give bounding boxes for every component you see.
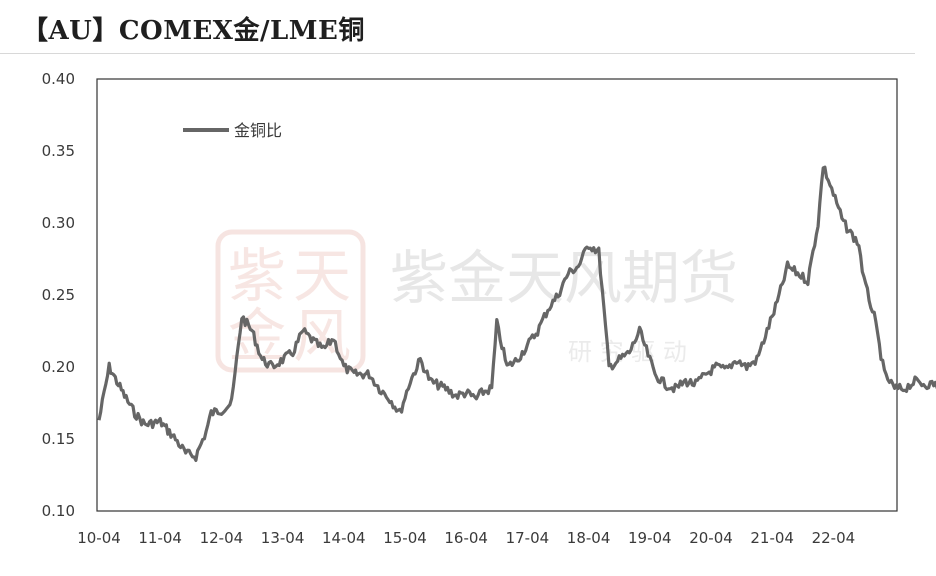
- watermark-logo-char-2: 天: [293, 242, 351, 310]
- x-tick-label: 16-04: [444, 529, 488, 547]
- watermark-logo-char-1: 紫: [228, 242, 286, 310]
- y-tick-label: 0.10: [42, 502, 75, 520]
- x-tick-label: 11-04: [138, 529, 182, 547]
- x-tick-label: 15-04: [383, 529, 427, 547]
- title-divider: [0, 53, 915, 54]
- legend-label: 金铜比: [234, 121, 282, 140]
- y-tick-label: 0.35: [42, 142, 75, 160]
- x-tick-label: 12-04: [200, 529, 244, 547]
- x-axis: 10-04 11-04 12-04 13-04 14-04 15-04 16-04 17-04…: [77, 529, 855, 547]
- x-tick-label: 21-04: [750, 529, 794, 547]
- x-tick-label: 10-04: [77, 529, 121, 547]
- page-title: 【AU】COMEX金/LME铜: [22, 16, 365, 46]
- x-tick-label: 20-04: [689, 529, 733, 547]
- y-tick-label: 0.15: [42, 430, 75, 448]
- y-axis: 0.40 0.35 0.30 0.25 0.20 0.15 0.10: [42, 70, 75, 520]
- x-tick-label: 22-04: [812, 529, 856, 547]
- y-tick-label: 0.30: [42, 214, 75, 232]
- x-tick-label: 18-04: [567, 529, 611, 547]
- x-tick-label: 19-04: [628, 529, 672, 547]
- series-layer: [97, 165, 936, 462]
- y-tick-label: 0.40: [42, 70, 75, 88]
- legend: 金铜比: [183, 121, 282, 140]
- x-tick-label: 14-04: [322, 529, 366, 547]
- x-tick-label: 13-04: [261, 529, 305, 547]
- x-tick-label: 17-04: [506, 529, 550, 547]
- y-tick-label: 0.25: [42, 286, 75, 304]
- plot-frame: [96, 78, 898, 512]
- y-tick-label: 0.20: [42, 358, 75, 376]
- series-line-gold-copper-ratio: [97, 165, 936, 462]
- watermark-logo: 紫 天 金 风: [215, 229, 366, 373]
- watermark-logo-frame: [215, 229, 366, 373]
